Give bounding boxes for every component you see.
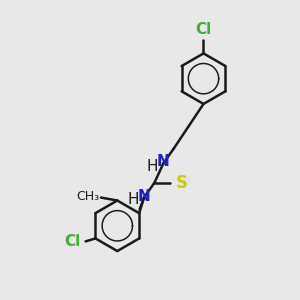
Text: Cl: Cl bbox=[64, 234, 81, 249]
Text: H: H bbox=[127, 191, 139, 206]
Text: CH₃: CH₃ bbox=[76, 190, 100, 202]
Text: H: H bbox=[146, 159, 158, 174]
Text: N: N bbox=[138, 189, 150, 204]
Text: Cl: Cl bbox=[195, 22, 212, 37]
Text: S: S bbox=[175, 174, 187, 192]
Text: N: N bbox=[157, 154, 170, 169]
